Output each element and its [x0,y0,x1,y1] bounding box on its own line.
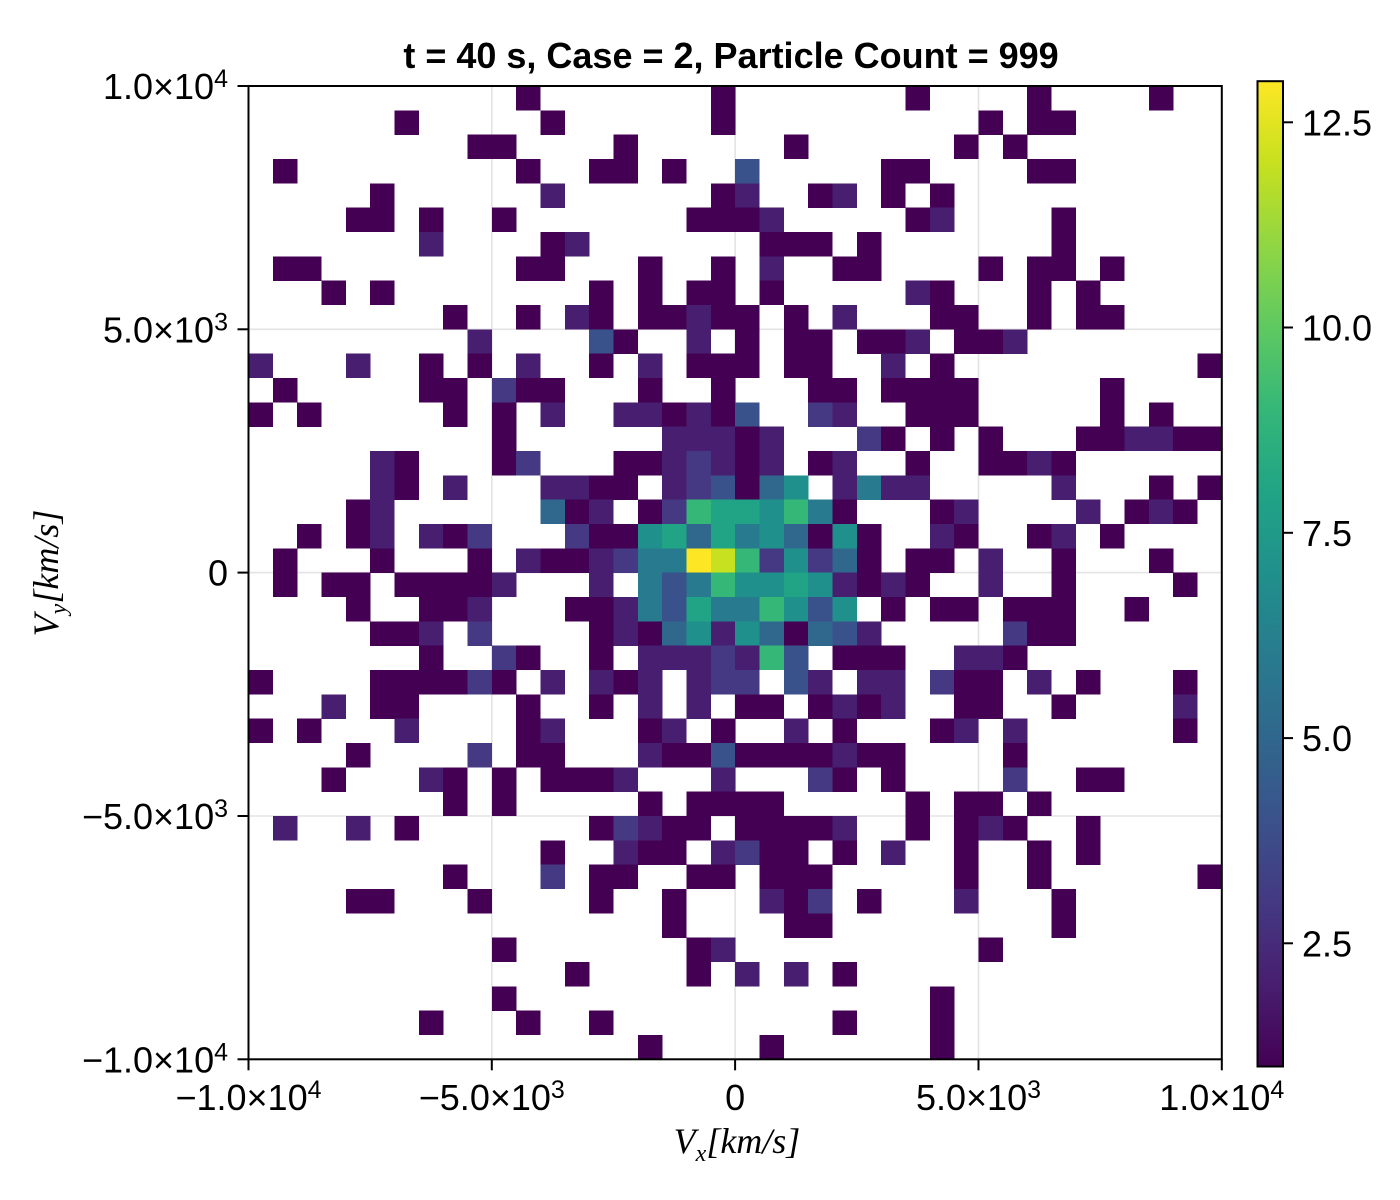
svg-text:1.0×104: 1.0×104 [103,65,228,107]
svg-text:0: 0 [725,1077,745,1118]
svg-text:5.0×103: 5.0×103 [103,308,228,350]
svg-text:Vy[km/s]: Vy[km/s] [26,510,72,637]
svg-text:−5.0×103: −5.0×103 [419,1076,565,1118]
svg-text:5.0×103: 5.0×103 [916,1076,1041,1118]
svg-text:1.0×104: 1.0×104 [1159,1076,1284,1118]
svg-text:−5.0×103: −5.0×103 [82,795,228,837]
svg-text:0: 0 [208,553,228,594]
svg-text:5.0: 5.0 [1302,718,1352,759]
svg-text:t = 40 s, Case = 2, Particle C: t = 40 s, Case = 2, Particle Count = 999 [403,35,1058,76]
svg-text:−1.0×104: −1.0×104 [82,1038,228,1080]
svg-text:10.0: 10.0 [1302,308,1372,349]
svg-text:Vx[km/s]: Vx[km/s] [674,1121,801,1167]
svg-text:−1.0×104: −1.0×104 [175,1076,321,1118]
svg-text:12.5: 12.5 [1302,102,1372,143]
svg-text:7.5: 7.5 [1302,513,1352,554]
svg-text:2.5: 2.5 [1302,923,1352,964]
